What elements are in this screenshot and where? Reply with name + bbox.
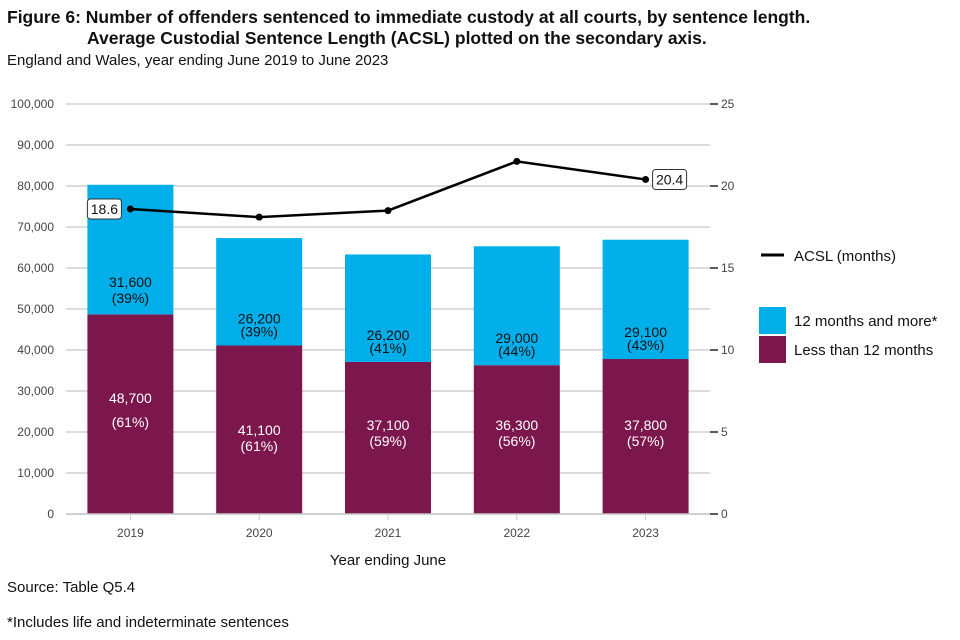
data-label-pct-less-than-12-months: (56%): [498, 433, 535, 449]
data-label-12-months-and-more: 29,000: [495, 330, 538, 346]
footnote: *Includes life and indeterminate sentenc…: [7, 614, 289, 631]
bar-less-than-12-months: [345, 361, 431, 514]
acsl-point: [384, 207, 392, 215]
data-label-less-than-12-months: 41,100: [238, 422, 281, 438]
x-tick-label: 2020: [246, 526, 273, 540]
chart-title: Figure 6: Number of offenders sentenced …: [7, 7, 810, 49]
legend-less-than-12-months-label: Less than 12 months: [794, 342, 933, 359]
y-tick-label: 70,000: [17, 220, 54, 234]
y-tick-label: 60,000: [17, 261, 54, 275]
y-tick-label: 10,000: [17, 466, 54, 480]
data-label-less-than-12-months: 36,300: [495, 417, 538, 433]
data-label-pct-12-months-and-more: (39%): [112, 290, 149, 306]
data-label-pct-less-than-12-months: (57%): [627, 433, 664, 449]
y-tick-label: 90,000: [17, 138, 54, 152]
bar-less-than-12-months: [216, 345, 303, 514]
data-label-pct-less-than-12-months: (59%): [369, 433, 406, 449]
y-tick-label: 40,000: [17, 343, 54, 357]
bar-less-than-12-months: [87, 314, 174, 514]
acsl-point: [255, 213, 263, 221]
y-tick-label: 30,000: [17, 384, 54, 398]
y2-tick-label: 20: [721, 179, 735, 193]
acsl-callout-box: [86, 198, 122, 220]
y2-tick-label: 10: [721, 343, 735, 357]
y-tick-label: 20,000: [17, 425, 54, 439]
chart-title-line1: Figure 6: Number of offenders sentenced …: [7, 7, 811, 27]
data-label-less-than-12-months: 37,800: [624, 417, 667, 433]
data-label-pct-12-months-and-more: (44%): [498, 343, 535, 359]
y2-tick-label: 5: [721, 425, 728, 439]
legend-less-than-12-months-swatch: [759, 336, 786, 363]
data-label-12-months-and-more: 31,600: [109, 274, 152, 290]
x-tick-label: 2022: [503, 526, 530, 540]
data-label-pct-less-than-12-months: (61%): [112, 414, 149, 430]
data-label-12-months-and-more: 26,200: [367, 327, 410, 343]
acsl-point: [513, 157, 521, 165]
acsl-callout-box: [652, 168, 688, 190]
acsl-callout-label: 20.4: [656, 171, 683, 187]
bar-12-months-and-more: [602, 239, 689, 360]
bar-less-than-12-months: [602, 359, 689, 514]
y2-tick-label: 25: [721, 97, 735, 111]
chart-subtitle: England and Wales, year ending June 2019…: [7, 52, 389, 69]
y-tick-label: 100,000: [11, 97, 55, 111]
data-label-less-than-12-months: 48,700: [109, 390, 152, 406]
data-label-pct-12-months-and-more: (41%): [369, 340, 406, 356]
data-label-less-than-12-months: 37,100: [367, 417, 410, 433]
bar-12-months-and-more: [216, 238, 303, 346]
legend-acsl-label: ACSL (months): [794, 248, 896, 265]
bar-less-than-12-months: [473, 365, 560, 514]
chart-title-line2: Average Custodial Sentence Length (ACSL)…: [87, 28, 707, 48]
y-tick-label: 0: [47, 507, 54, 521]
bar-12-months-and-more: [345, 254, 431, 362]
x-tick-label: 2019: [117, 526, 144, 540]
y2-tick-label: 15: [721, 261, 735, 275]
y2-tick-label: 0: [721, 507, 728, 521]
data-label-12-months-and-more: 29,100: [624, 324, 667, 340]
x-tick-label: 2021: [375, 526, 402, 540]
bar-12-months-and-more: [473, 246, 560, 366]
acsl-point: [642, 175, 650, 183]
x-axis-title: Year ending June: [330, 552, 446, 569]
y-tick-label: 80,000: [17, 179, 54, 193]
acsl-callout-label: 18.6: [91, 201, 118, 217]
data-label-pct-less-than-12-months: (61%): [241, 438, 278, 454]
data-label-pct-12-months-and-more: (43%): [627, 337, 664, 353]
data-label-12-months-and-more: 26,200: [238, 310, 281, 326]
legend-12-months-and-more-swatch: [759, 307, 786, 334]
data-label-pct-12-months-and-more: (39%): [241, 323, 278, 339]
legend-12-months-and-more-label: 12 months and more*: [794, 313, 938, 330]
source-note: Source: Table Q5.4: [7, 579, 136, 596]
x-tick-label: 2023: [632, 526, 659, 540]
acsl-point: [126, 205, 134, 213]
y-tick-label: 50,000: [17, 302, 54, 316]
